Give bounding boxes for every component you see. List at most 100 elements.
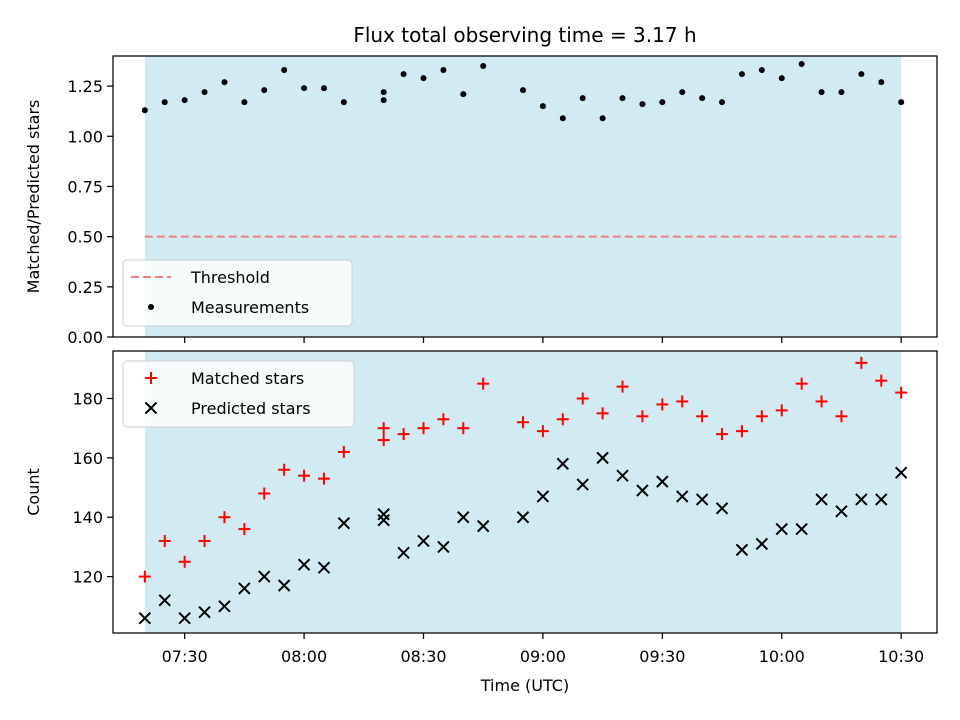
- matched-stars-point: [178, 555, 191, 568]
- legend-label: Measurements: [191, 298, 309, 317]
- predicted-stars-point: [337, 516, 351, 530]
- x-tick-label: 10:30: [878, 647, 924, 666]
- matched-stars-point: [298, 469, 311, 482]
- measurement-point: [838, 89, 845, 96]
- y-tick-label: 140: [72, 508, 103, 527]
- measurement-point: [301, 85, 308, 92]
- axes-frame: [112, 55, 938, 338]
- measurement-point: [619, 95, 626, 102]
- matched-stars-point: [377, 434, 390, 447]
- predicted-stars-point: [397, 546, 410, 560]
- matched-stars-point: [158, 534, 171, 547]
- matched-stars-point: [218, 511, 231, 524]
- predicted-stars-point: [835, 505, 848, 518]
- predicted-stars-point: [138, 611, 152, 625]
- x-tick-label: 08:30: [400, 647, 446, 666]
- legend: Threshold Measurements: [122, 259, 353, 327]
- x-b: [258, 570, 271, 583]
- matched-stars-point: [556, 413, 569, 426]
- x-b: [755, 537, 769, 551]
- measurement-point: [420, 75, 427, 82]
- matched-stars-point: [895, 386, 908, 399]
- x-b: [636, 484, 649, 497]
- x-b: [198, 606, 211, 619]
- y-tick-label: 0.25: [67, 278, 103, 297]
- x-b: [556, 457, 570, 471]
- measurement-point: [440, 67, 447, 74]
- x-b: [417, 534, 430, 548]
- predicted-stars-point: [158, 594, 171, 607]
- x-b: [317, 561, 331, 574]
- predicted-stars-point: [616, 469, 629, 482]
- matched-stars-point: [457, 422, 470, 435]
- measurement-point: [878, 79, 885, 86]
- x-b: [536, 490, 550, 503]
- x-b: [795, 522, 808, 536]
- x-b: [596, 451, 609, 465]
- x-tick-label: 08:00: [281, 647, 327, 666]
- measurement-point: [340, 99, 347, 106]
- x-b: [397, 546, 410, 560]
- x-tick-label: 09:00: [520, 647, 566, 666]
- matched-stars-point: [397, 428, 410, 441]
- matched-stars-point: [716, 428, 729, 441]
- measurement-point: [818, 89, 825, 96]
- legend-box: [122, 259, 353, 327]
- matched-stars-point: [875, 374, 888, 387]
- y-tick-label: 180: [72, 389, 103, 408]
- matched-stars-point: [278, 463, 291, 476]
- x-tick-label: 10:00: [759, 647, 805, 666]
- matched-stars-point: [676, 395, 689, 408]
- y-tick-label: 120: [72, 568, 103, 587]
- x-b: [297, 558, 311, 571]
- predicted-stars-point: [457, 511, 470, 524]
- x-tick-label: 09:30: [639, 647, 685, 666]
- measurement-point: [380, 97, 387, 104]
- matched-stars-point: [317, 472, 330, 485]
- bottom-panel: 120 140 160 180 07:30 08:00 08:30 09:00 09:30 10:…: [24, 350, 938, 695]
- matched-stars-point: [258, 487, 271, 500]
- x-b: [676, 490, 689, 503]
- x-b: [894, 466, 908, 479]
- x-b: [735, 543, 749, 557]
- y-tick-label: 0.00: [67, 328, 103, 347]
- y-axis-label: Matched/Predicted stars: [24, 100, 43, 294]
- predicted-stars-point: [377, 513, 390, 527]
- measurement-point: [380, 89, 387, 96]
- x-b: [576, 478, 589, 491]
- measurement-point: [798, 61, 805, 68]
- x-b: [144, 401, 158, 415]
- predicted-stars-point: [317, 561, 331, 574]
- matched-stars-point: [238, 523, 251, 536]
- measurement-point: [161, 99, 168, 106]
- matched-stars-point: [656, 398, 669, 411]
- predicted-stars-point: [437, 540, 450, 554]
- y-tick-label: 1.25: [67, 77, 103, 96]
- x-b: [695, 493, 709, 506]
- matched-stars-point: [775, 404, 788, 417]
- x-b: [337, 516, 351, 530]
- x-b: [457, 511, 470, 524]
- y-tick-label: 0.75: [67, 177, 103, 196]
- legend-label: Predicted stars: [191, 399, 311, 418]
- predicted-stars-point: [297, 558, 311, 571]
- measurement-point: [679, 89, 686, 96]
- predicted-stars-point: [178, 611, 191, 625]
- measurement-point: [559, 115, 566, 122]
- x-b: [875, 493, 888, 506]
- x-b: [178, 611, 191, 625]
- predicted-stars-point: [715, 502, 729, 515]
- x-b: [437, 540, 450, 554]
- x-b: [377, 513, 390, 527]
- measurement-point: [659, 99, 666, 106]
- measurement-point: [639, 101, 646, 108]
- predicted-stars-point: [596, 451, 609, 465]
- measurement-point: [241, 99, 248, 106]
- matched-stars-point: [596, 407, 609, 420]
- predicted-stars-point: [198, 606, 211, 619]
- measurement-point: [400, 71, 407, 78]
- predicted-stars-point: [556, 457, 570, 471]
- predicted-stars-point: [476, 519, 490, 533]
- y-tick-label: 160: [72, 449, 103, 468]
